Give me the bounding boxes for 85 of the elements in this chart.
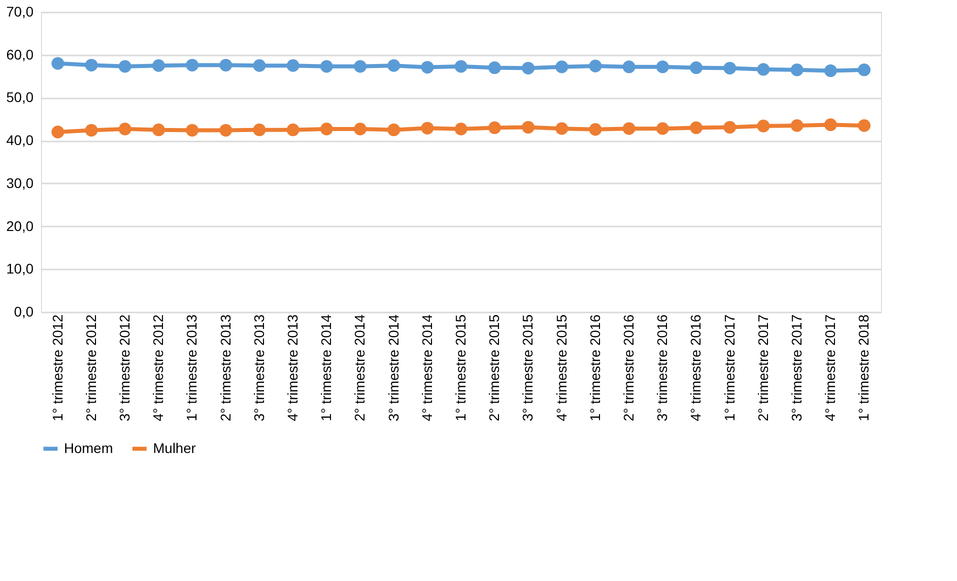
- point: [219, 124, 232, 137]
- x-tick-label: 1° trimestre 2016: [586, 314, 603, 422]
- x-tick-label: 1° trimestre 2014: [318, 314, 334, 422]
- y-tick-label: 50,0: [6, 89, 34, 106]
- x-tick-label: 1° trimestre 2015: [452, 314, 468, 422]
- point: [454, 60, 468, 73]
- x-tick-label: 2° trimestre 2016: [620, 314, 636, 422]
- point: [286, 124, 300, 136]
- point: [253, 59, 266, 72]
- y-tick-label: 20,0: [6, 218, 34, 234]
- x-tick-label: 3° trimestre 2015: [520, 314, 536, 422]
- x-tick-label: 1° trimestre 2018: [856, 314, 872, 422]
- point: [320, 122, 333, 136]
- point: [387, 59, 400, 72]
- x-tick-label: 1° trimestre 2017: [721, 314, 738, 422]
- point: [454, 122, 468, 136]
- x-tick-label: 4° trimestre 2014: [418, 314, 435, 422]
- point: [656, 122, 669, 135]
- x-tick-label: 4° trimestre 2012: [150, 314, 166, 422]
- x-tick-label: 4° trimestre 2013: [284, 314, 300, 422]
- x-tick-label: 3° trimestre 2013: [250, 314, 267, 422]
- point: [656, 60, 669, 74]
- point: [790, 119, 804, 132]
- point: [488, 121, 501, 134]
- point: [421, 122, 434, 134]
- x-tick-label: 4° trimestre 2016: [688, 314, 704, 422]
- legend-label: Mulher: [153, 440, 196, 456]
- point: [790, 64, 804, 76]
- point: [320, 60, 333, 73]
- x-tick-label: 2° trimestre 2014: [352, 314, 368, 422]
- x-tick-label: 4° trimestre 2015: [553, 314, 570, 422]
- point: [589, 123, 602, 136]
- point: [286, 59, 300, 72]
- point: [118, 122, 132, 136]
- x-tick-label: 4° trimestre 2017: [822, 314, 838, 422]
- point: [824, 118, 837, 132]
- x-tick-label: 2° trimestre 2015: [486, 314, 502, 422]
- point: [488, 61, 501, 74]
- point: [723, 62, 736, 74]
- point: [421, 60, 434, 74]
- point: [858, 64, 871, 76]
- point: [152, 124, 165, 136]
- point: [622, 60, 636, 74]
- x-tick-label: 2° trimestre 2013: [217, 314, 234, 422]
- point: [253, 124, 266, 136]
- point: [757, 63, 770, 76]
- point: [51, 126, 64, 138]
- point: [387, 124, 400, 136]
- point: [354, 122, 367, 136]
- y-tick-label: 70,0: [6, 4, 34, 20]
- y-tick-label: 40,0: [6, 132, 34, 148]
- point: [354, 60, 367, 73]
- point: [522, 120, 535, 134]
- y-tick-label: 30,0: [6, 174, 34, 191]
- point: [589, 60, 602, 72]
- point: [824, 64, 837, 78]
- point: [757, 120, 770, 132]
- point: [622, 122, 636, 135]
- y-tick-label: 60,0: [6, 46, 34, 62]
- point: [186, 124, 199, 137]
- point: [51, 57, 64, 70]
- point: [723, 120, 736, 134]
- point: [858, 119, 871, 132]
- y-tick-label: 10,0: [6, 260, 34, 277]
- x-tick-label: 3° trimestre 2016: [654, 314, 670, 422]
- point: [219, 58, 232, 72]
- point: [152, 59, 165, 72]
- point: [690, 121, 703, 134]
- x-tick-label: 3° trimestre 2012: [116, 314, 132, 422]
- y-tick-label: 0,0: [14, 304, 34, 320]
- point: [85, 58, 98, 72]
- point: [85, 124, 98, 137]
- x-tick-label: 2° trimestre 2017: [754, 314, 771, 422]
- point: [555, 122, 568, 135]
- point: [186, 58, 199, 72]
- point: [555, 60, 568, 74]
- x-tick-label: 2° trimestre 2012: [82, 314, 99, 422]
- point: [690, 61, 703, 74]
- legend-label: Homem: [64, 440, 114, 456]
- x-tick-label: 3° trimestre 2017: [788, 314, 804, 422]
- point: [118, 60, 132, 73]
- x-tick-label: 1° trimestre 2012: [49, 314, 66, 422]
- x-tick-label: 1° trimestre 2013: [184, 314, 200, 422]
- x-tick-label: 3° trimestre 2014: [385, 314, 402, 422]
- point: [522, 62, 535, 74]
